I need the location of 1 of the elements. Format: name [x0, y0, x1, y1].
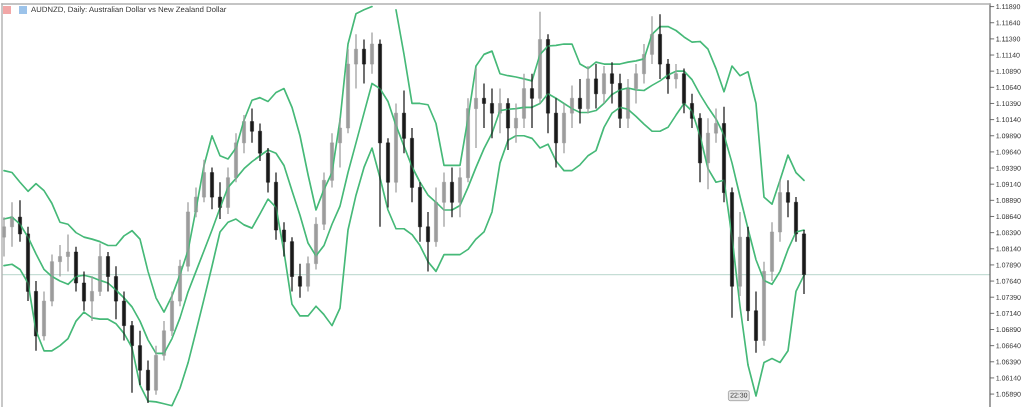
- line-series: [3, 102, 805, 407]
